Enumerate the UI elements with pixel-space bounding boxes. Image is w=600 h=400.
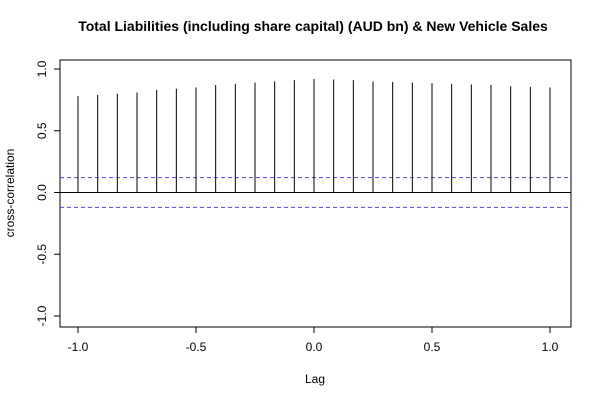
y-axis: -1.0 -0.5 0.0 0.5 1.0 xyxy=(35,60,60,326)
y-tick-label: 0.5 xyxy=(35,122,49,139)
ccf-spikes xyxy=(77,78,551,193)
x-axis: -1.0 -0.5 0.0 0.5 1.0 xyxy=(68,327,559,354)
y-axis-label: cross-correlation xyxy=(3,149,17,238)
x-tick-label: -0.5 xyxy=(186,340,207,354)
y-tick-label: 1.0 xyxy=(35,60,49,77)
plot-frame xyxy=(59,59,572,328)
x-tick-label: 0.0 xyxy=(306,340,323,354)
x-axis-label: Lag xyxy=(305,372,325,386)
y-tick-label: -0.5 xyxy=(35,244,49,265)
y-tick-label: -1.0 xyxy=(35,305,49,326)
x-tick-label: 0.5 xyxy=(424,340,441,354)
confidence-bounds xyxy=(60,177,571,208)
chart-title: Total Liabilities (including share capit… xyxy=(78,18,548,34)
y-tick-label: 0.0 xyxy=(35,184,49,201)
x-tick-label: 1.0 xyxy=(542,340,559,354)
x-tick-label: -1.0 xyxy=(68,340,89,354)
